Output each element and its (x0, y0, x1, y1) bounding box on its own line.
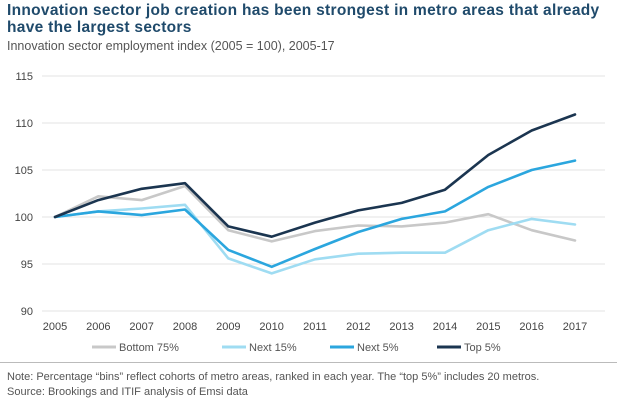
chart-subtitle: Innovation sector employment index (2005… (7, 39, 335, 53)
x-tick-label: 2011 (303, 321, 327, 333)
series-line-bottom-75- (53, 184, 577, 243)
legend-label: Next 15% (249, 342, 297, 354)
legend-label: Top 5% (464, 342, 501, 354)
series-line-top-5- (53, 113, 577, 238)
legend-label: Next 5% (357, 342, 399, 354)
x-tick-label: 2012 (346, 321, 370, 333)
y-tick-label: 90 (21, 306, 33, 318)
x-tick-label: 2005 (43, 321, 67, 333)
x-tick-label: 2017 (563, 321, 587, 333)
x-tick-label: 2010 (259, 321, 283, 333)
x-tick-label: 2015 (476, 321, 500, 333)
footnote: Note: Percentage “bins” reflect cohorts … (7, 371, 540, 383)
series-line-next-5- (53, 159, 577, 269)
series-lines (53, 113, 577, 275)
footer: Note: Percentage “bins” reflect cohorts … (0, 362, 617, 416)
y-tick-label: 100 (15, 212, 33, 224)
y-tick-label: 110 (15, 118, 33, 130)
y-tick-label: 115 (15, 71, 33, 83)
gridlines (42, 75, 605, 312)
x-tick-label: 2007 (129, 321, 153, 333)
x-tick-label: 2016 (519, 321, 543, 333)
y-tick-label: 95 (21, 259, 33, 271)
footer-note-block: Note: Percentage “bins” reflect cohorts … (7, 370, 539, 400)
legend: Bottom 75% Next 15% Next 5% Top 5% (92, 342, 501, 354)
legend-label: Bottom 75% (119, 342, 179, 354)
x-tick-label: 2008 (173, 321, 197, 333)
chart-title: Innovation sector job creation has been … (7, 2, 600, 36)
y-tick-label: 105 (15, 165, 33, 177)
x-tick-label: 2006 (86, 321, 110, 333)
x-tick-label: 2014 (433, 321, 457, 333)
source-note: Source: Brookings and ITIF analysis of E… (7, 386, 248, 398)
x-tick-label: 2013 (389, 321, 413, 333)
y-axis-tick-labels: 90 95 100 105 110 115 (15, 71, 33, 318)
x-axis-tick-labels: 2005 2006 2007 2008 2009 2010 2011 2012 2013 2014… (43, 321, 587, 333)
series-line-next-15- (53, 203, 577, 275)
x-tick-label: 2009 (216, 321, 240, 333)
